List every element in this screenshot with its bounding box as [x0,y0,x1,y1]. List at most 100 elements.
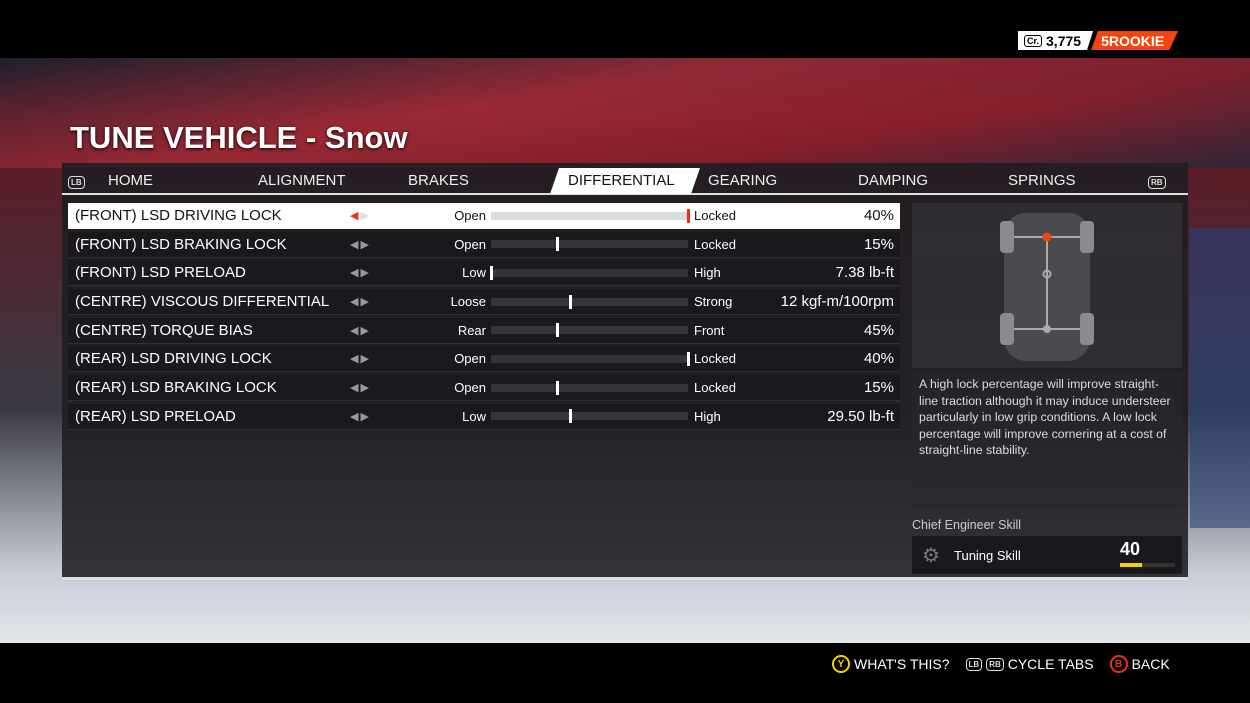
setting-value: 15% [863,379,894,397]
skill-value: 40 [1120,539,1141,559]
credits-value: 3,775 [1046,33,1082,49]
slider-low-label: Open [454,208,486,223]
slider-track[interactable] [491,351,690,366]
tab-brakes[interactable]: BRAKES [408,172,469,189]
tab-gearing[interactable]: GEARING [708,172,778,189]
slider-high-label: Locked [694,351,736,367]
rb-icon: RB [986,657,1004,671]
tune-panel: LB HOME ALIGNMENT BRAKES DIFFERENTIAL GE… [62,163,1188,580]
slider-handle[interactable] [555,380,559,395]
slider-track[interactable] [491,323,688,338]
slider-low-label: Open [454,236,486,252]
whats-this-button[interactable]: Y WHAT'S THIS? [832,655,950,673]
slider-low-label: Rear [457,322,486,338]
setting-value: 40% [863,350,894,368]
slider-handle[interactable] [568,409,572,424]
setting-row[interactable]: (FRONT) LSD DRIVING LOCK ◀▶ Open Locked … [68,203,900,229]
adjust-arrows[interactable]: ◀▶ [350,295,371,308]
lb-button[interactable]: LB [62,172,100,190]
tab-home[interactable]: HOME [108,172,153,189]
setting-label: (CENTRE) VISCOUS DIFFERENTIAL [75,293,330,311]
rb-button[interactable]: RB [1148,172,1166,190]
slider-track[interactable] [491,237,688,252]
tab-differential[interactable]: DIFFERENTIAL [550,168,700,194]
setting-row[interactable]: (REAR) LSD DRIVING LOCK ◀▶ Open Locked 4… [68,346,900,373]
slider-high-label: Locked [694,236,736,252]
setting-description: A high lock percentage will improve stra… [912,372,1182,508]
arrow-left-icon[interactable]: ◀ [350,410,361,423]
slider-low-label: Loose [450,294,486,310]
tab-springs[interactable]: SPRINGS [1008,172,1076,189]
arrow-right-icon[interactable]: ▶ [360,238,371,251]
gear-icon: ⚙ [922,545,940,567]
cycle-tabs-button[interactable]: LB RB CYCLE TABS [965,656,1094,672]
player-status: Cr. 3,775 5 ROOKIE [1018,31,1179,50]
adjust-arrows[interactable]: ◀▶ [350,352,371,365]
adjust-arrows[interactable]: ◀▶ [350,410,371,423]
setting-row[interactable]: (FRONT) LSD PRELOAD ◀▶ Low High 7.38 lb-… [68,260,900,287]
setting-value: 40% [863,207,894,224]
cycle-tabs-label: CYCLE TABS [1007,656,1094,672]
car-chassis-icon [1000,213,1094,361]
adjust-arrows[interactable]: ◀▶ [350,238,371,251]
tab-alignment[interactable]: ALIGNMENT [258,172,346,189]
drivetrain-diagram [912,203,1182,368]
adjust-arrows[interactable]: ◀▶ [350,266,371,279]
slider-handle[interactable] [687,208,690,223]
arrow-left-icon[interactable]: ◀ [350,324,361,337]
slider-low-label: Low [462,265,486,281]
page-title: TUNE VEHICLE - Snow [70,120,408,155]
arrow-left-icon[interactable]: ◀ [350,382,361,395]
arrow-right-icon[interactable]: ▶ [360,210,371,222]
skill-name: Tuning Skill [954,548,1021,563]
slider-handle[interactable] [555,237,559,252]
slider-track[interactable] [491,208,690,223]
slider-track[interactable] [491,294,688,309]
arrow-right-icon[interactable]: ▶ [360,382,371,395]
slider-high-label: High [694,408,721,424]
arrow-right-icon[interactable]: ▶ [360,296,371,309]
tuning-skill: ⚙ Tuning Skill 40 [912,536,1182,574]
rb-icon: RB [1148,176,1166,189]
arrow-right-icon[interactable]: ▶ [360,267,371,280]
back-label: BACK [1131,656,1170,672]
slider-low-label: Open [454,380,486,396]
arrow-left-icon[interactable]: ◀ [350,267,361,280]
slider-track[interactable] [490,265,688,280]
setting-row[interactable]: (REAR) LSD PRELOAD ◀▶ Low High 29.50 lb-… [68,403,900,430]
setting-label: (FRONT) LSD PRELOAD [75,264,246,282]
info-panel: A high lock percentage will improve stra… [912,203,1182,574]
arrow-left-icon[interactable]: ◀ [350,296,361,309]
setting-value: 12 kgf-m/100rpm [780,293,894,311]
slider-track[interactable] [491,409,688,424]
bottom-bar [0,643,1250,703]
setting-row[interactable]: (FRONT) LSD BRAKING LOCK ◀▶ Open Locked … [68,231,900,258]
arrow-right-icon[interactable]: ▶ [360,410,371,423]
arrow-left-icon[interactable]: ◀ [350,238,361,251]
back-button[interactable]: B BACK [1109,655,1170,673]
slider-handle[interactable] [687,351,690,366]
b-button-icon: B [1109,655,1128,673]
arrow-right-icon[interactable]: ▶ [360,324,371,337]
slider-track[interactable] [491,380,688,395]
slider-handle[interactable] [555,323,559,338]
slider-handle[interactable] [568,294,572,309]
setting-row[interactable]: (REAR) LSD BRAKING LOCK ◀▶ Open Locked 1… [68,375,900,402]
rank-level: 5 [1101,33,1109,49]
setting-row[interactable]: (CENTRE) TORQUE BIAS ◀▶ Rear Front 45% [68,317,900,344]
adjust-arrows[interactable]: ◀▶ [350,324,371,337]
credits-badge: Cr. 3,775 [1018,31,1094,50]
setting-value: 45% [863,321,894,339]
footer-controls: Y WHAT'S THIS? LB RB CYCLE TABS B BACK [832,655,1170,673]
rank-badge: 5 ROOKIE [1091,31,1179,50]
arrow-left-icon[interactable]: ◀ [350,353,361,366]
adjust-arrows[interactable]: ◀▶ [350,209,371,222]
tab-damping[interactable]: DAMPING [858,172,929,189]
arrow-left-icon[interactable]: ◀ [350,210,361,222]
slider-handle[interactable] [490,265,493,280]
whats-this-label: WHAT'S THIS? [854,656,950,672]
setting-row[interactable]: (CENTRE) VISCOUS DIFFERENTIAL ◀▶ Loose S… [68,289,900,316]
setting-label: (CENTRE) TORQUE BIAS [75,321,253,339]
adjust-arrows[interactable]: ◀▶ [350,381,371,394]
arrow-right-icon[interactable]: ▶ [360,353,371,366]
